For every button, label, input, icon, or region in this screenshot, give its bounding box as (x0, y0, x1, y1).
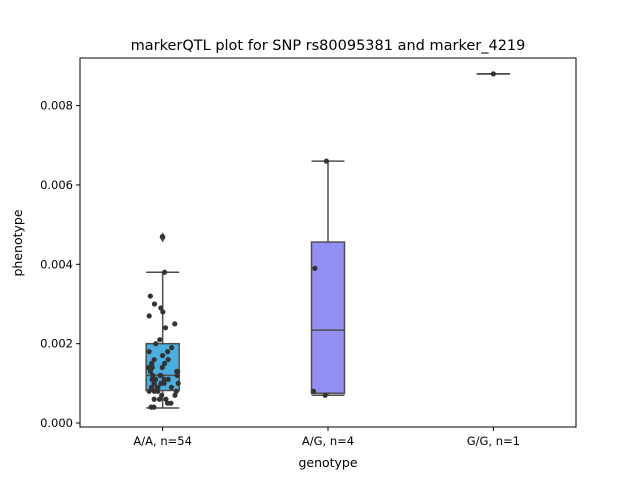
data-point (151, 301, 158, 307)
data-point (322, 392, 328, 398)
plot-frame (79, 57, 577, 428)
data-point (168, 384, 174, 390)
data-point (158, 305, 164, 311)
x-axis: A/A, n=54 A/G, n=4 G/G, n=1 (133, 427, 520, 448)
data-point (490, 71, 496, 77)
data-point (145, 364, 151, 371)
y-axis: 0.000 0.002 0.004 0.006 0.008 (40, 99, 80, 430)
data-point (159, 392, 165, 398)
data-point (172, 392, 178, 398)
data-point (172, 321, 178, 327)
box-body (310, 241, 346, 395)
data-point (323, 158, 330, 164)
data-point (149, 376, 155, 382)
data-point (169, 345, 175, 351)
data-point (156, 396, 163, 402)
data-point (165, 349, 171, 355)
data-point (151, 404, 157, 410)
strip-points (145, 71, 496, 410)
data-point (153, 341, 159, 347)
data-point (147, 293, 153, 299)
data-point (173, 388, 179, 394)
box-1 (310, 160, 346, 397)
data-point (157, 337, 163, 343)
data-point (148, 384, 155, 390)
data-point (165, 356, 171, 363)
data-point (161, 360, 168, 367)
data-point (162, 325, 169, 331)
data-point (147, 368, 154, 375)
data-point (159, 364, 165, 371)
data-point (151, 356, 157, 363)
data-point (149, 360, 155, 367)
data-point (175, 368, 181, 375)
data-point (159, 233, 165, 240)
data-point (151, 388, 157, 394)
x-axis-label: genotype (298, 455, 357, 470)
data-point (161, 380, 167, 386)
data-point (151, 396, 157, 402)
x-tick-label: A/G, n=4 (302, 434, 354, 448)
data-point (162, 269, 168, 275)
data-point (165, 376, 171, 382)
x-tick-label: A/A, n=54 (133, 434, 191, 448)
data-point (160, 309, 166, 315)
data-point (146, 349, 152, 355)
data-point (174, 372, 180, 379)
data-point (164, 400, 171, 406)
data-point (150, 372, 156, 379)
data-point (175, 380, 181, 386)
y-tick-label: 0.000 (40, 416, 73, 430)
y-tick-label: 0.002 (40, 337, 73, 351)
y-tick-label: 0.008 (40, 99, 73, 113)
data-point (155, 384, 161, 390)
data-point (157, 372, 163, 379)
data-point (161, 376, 167, 382)
y-tick-label: 0.006 (40, 178, 73, 192)
y-tick-label: 0.004 (40, 257, 73, 271)
boxes (145, 73, 510, 409)
data-point (312, 265, 318, 271)
data-point (155, 388, 161, 394)
data-point (149, 364, 155, 371)
y-axis-label: phenotype (10, 209, 25, 276)
data-point (146, 313, 152, 319)
chart-title: markerQTL plot for SNP rs80095381 and ma… (131, 38, 526, 54)
data-point (146, 388, 152, 394)
data-point (310, 388, 317, 394)
x-tick-label: G/G, n=1 (467, 434, 520, 448)
data-point (151, 380, 157, 386)
data-point (163, 396, 169, 402)
data-point (160, 352, 166, 359)
